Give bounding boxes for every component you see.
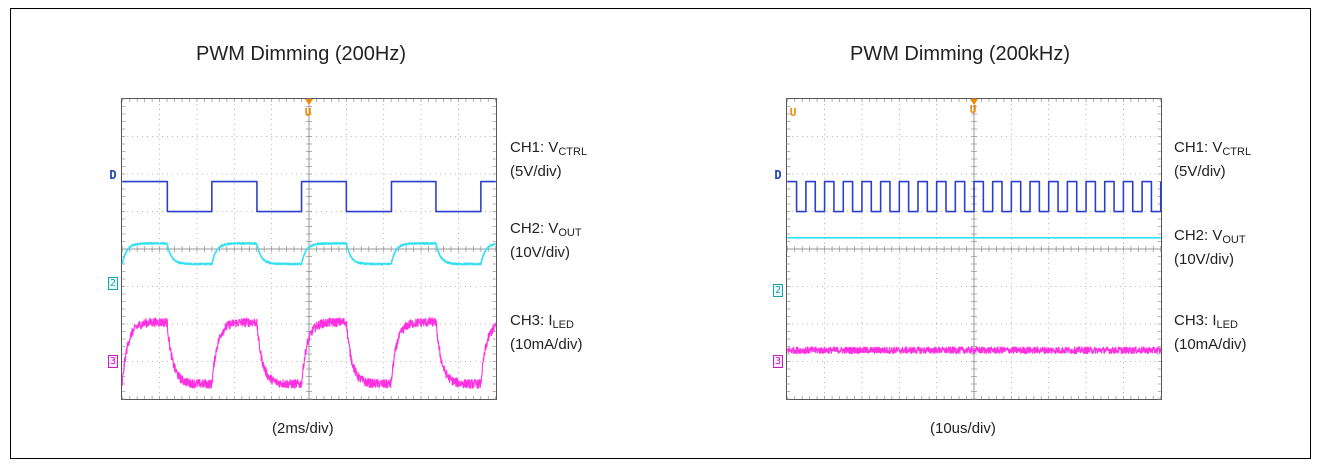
ch1-sub-right: CTRL	[1222, 146, 1252, 158]
ch2-scale-right: (10V/div)	[1174, 251, 1235, 268]
ch1-scale-left: (5V/div)	[510, 163, 562, 180]
oscilloscope-screen-right	[786, 98, 1162, 400]
ch3-ground-marker-left: 3	[108, 355, 118, 368]
ch3-ground-marker-right: 3	[773, 355, 783, 368]
ch1-label-left: CH1: VCTRL (5V/div)	[510, 138, 587, 182]
ch1-scale-right: (5V/div)	[1174, 163, 1226, 180]
ch3-name-right: CH3: I	[1174, 312, 1217, 329]
ch2-ground-marker-left: 2	[108, 277, 118, 290]
trigger-level-marker-right: U	[789, 106, 797, 119]
ch1-name-right: CH1: V	[1174, 139, 1223, 156]
ch3-sub-right: LED	[1216, 319, 1238, 331]
ch1-sub-left: CTRL	[558, 146, 588, 158]
panel-title-right: PWM Dimming (200kHz)	[850, 43, 1071, 65]
ch1-ground-marker-right: D	[774, 168, 782, 182]
series-trace-3	[786, 346, 1162, 355]
grid	[786, 98, 1162, 400]
ch3-label-left: CH3: ILED (10mA/div)	[510, 311, 583, 355]
ch2-name-right: CH2: V	[1174, 227, 1223, 244]
ch3-scale-left: (10mA/div)	[510, 336, 583, 353]
ch3-scale-right: (10mA/div)	[1174, 336, 1247, 353]
ch1-label-right: CH1: VCTRL (5V/div)	[1174, 138, 1251, 182]
ch3-name-left: CH3: I	[510, 312, 553, 329]
series-trace-1	[121, 180, 497, 213]
ch2-name-left: CH2: V	[510, 220, 559, 237]
ch3-label-right: CH3: ILED (10mA/div)	[1174, 311, 1247, 355]
ch2-sub-left: OUT	[558, 227, 582, 239]
oscilloscope-screen-left	[121, 98, 497, 400]
trigger-marker-right: U	[969, 103, 977, 116]
ch1-ground-marker-left: D	[109, 168, 117, 182]
series-trace-3	[121, 317, 497, 389]
ch2-scale-left: (10V/div)	[510, 244, 571, 261]
waveform-plot-right	[786, 98, 1162, 400]
trigger-position-icon	[970, 99, 978, 105]
ch2-label-left: CH2: VOUT (10V/div)	[510, 219, 582, 263]
ch2-label-right: CH2: VOUT (10V/div)	[1174, 226, 1246, 270]
trigger-position-icon	[305, 99, 313, 105]
timebase-label-right: (10us/div)	[930, 420, 996, 437]
ch2-sub-right: OUT	[1222, 234, 1246, 246]
panel-title-left: PWM Dimming (200Hz)	[196, 43, 407, 65]
series-trace-1	[786, 180, 1162, 213]
ch3-sub-left: LED	[552, 319, 574, 331]
series-trace-2	[121, 241, 497, 266]
trigger-marker-left: U	[304, 106, 312, 119]
timebase-label-left: (2ms/div)	[272, 420, 334, 437]
ch1-name-left: CH1: V	[510, 139, 559, 156]
waveform-plot-left	[121, 98, 497, 400]
ch2-ground-marker-right: 2	[773, 284, 783, 297]
